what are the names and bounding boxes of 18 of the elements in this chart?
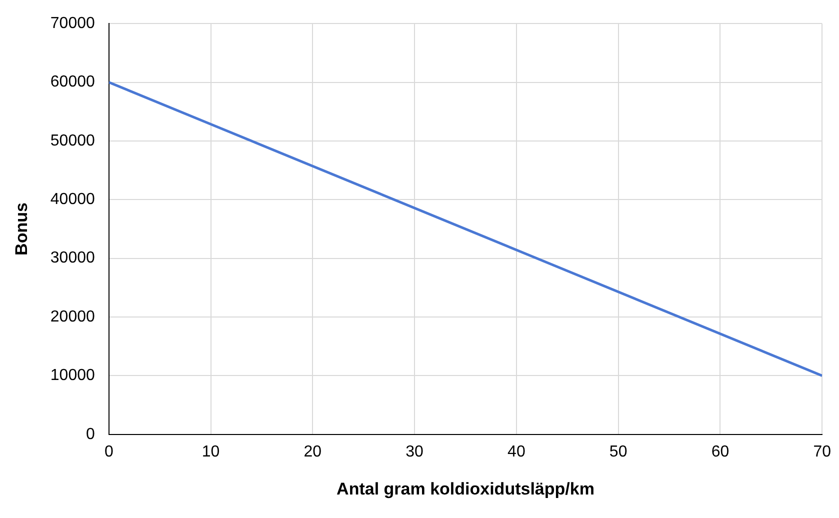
y-tick-label: 10000 [50,367,95,384]
x-axis-title: Antal gram koldioxidutsläpp/km [336,479,594,498]
y-tick-label: 30000 [50,250,95,267]
y-tick-label: 0 [86,426,95,443]
x-tick-label: 10 [202,443,220,460]
x-tick-label: 20 [304,443,322,460]
x-tick-label: 50 [609,443,628,460]
x-tick-label: 40 [508,443,526,460]
y-tick-label: 50000 [50,132,95,150]
y-axis-title: Bonus [12,202,31,256]
x-tick-label: 30 [406,443,424,460]
y-tick-label: 70000 [50,15,95,32]
x-tick-label: 60 [711,443,730,460]
y-tick-label: 20000 [50,308,95,326]
y-tick-label: 40000 [50,191,95,208]
y-tick-label: 60000 [50,74,95,91]
x-tick-label: 0 [104,443,114,460]
x-tick-label: 70 [813,443,832,460]
